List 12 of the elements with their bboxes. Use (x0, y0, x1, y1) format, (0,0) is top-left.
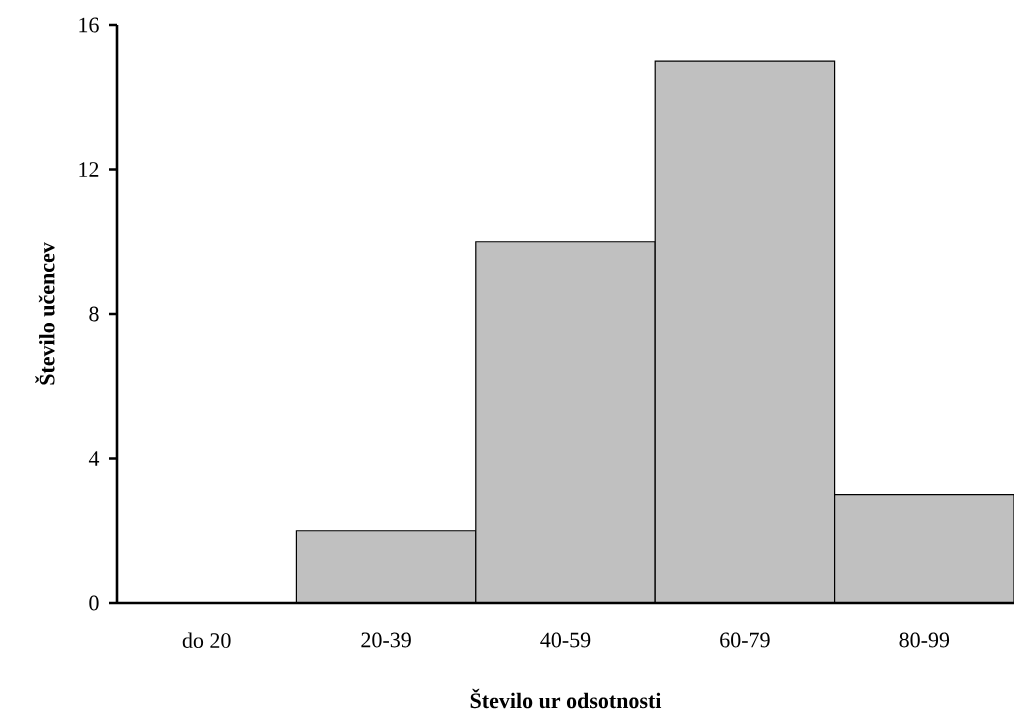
x-axis-title: Število ur odsotnosti (470, 688, 662, 709)
y-axis-title: Število učencev (35, 242, 55, 385)
y-tick-label: 16 (79, 17, 99, 33)
x-tick-label: 80-99 (899, 632, 950, 648)
x-tick-label: 60-79 (720, 632, 770, 648)
x-tick-label: do 20 (182, 632, 231, 649)
y-tick-label: 0 (89, 595, 99, 611)
y-tick-label: 12 (79, 162, 99, 177)
y-tick-label: 8 (89, 306, 99, 322)
x-tick-label: 40-59 (540, 632, 591, 648)
x-tick-label: 20-39 (361, 632, 411, 648)
y-tick-label: 4 (88, 451, 100, 466)
